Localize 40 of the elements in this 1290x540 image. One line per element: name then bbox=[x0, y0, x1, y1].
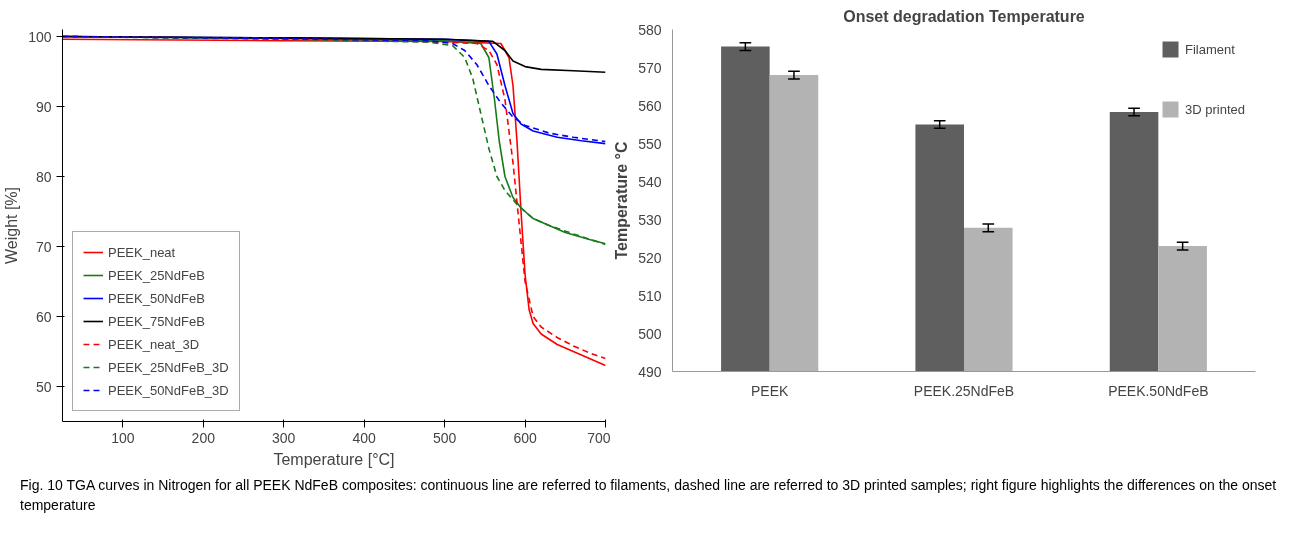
legend-label: PEEK_25NdFeB bbox=[108, 267, 205, 283]
y-tick-label: 500 bbox=[638, 325, 662, 342]
y-tick-label: 540 bbox=[638, 173, 662, 190]
y-tick-label: 530 bbox=[638, 211, 662, 228]
y-tick-label: 570 bbox=[638, 59, 662, 76]
legend-label: PEEK_25NdFeB_3D bbox=[108, 359, 229, 375]
y-tick-label: 510 bbox=[638, 287, 662, 304]
y-tick-label: 90 bbox=[35, 98, 52, 115]
y-tick-label: 50 bbox=[35, 378, 52, 395]
y-tick-label: 560 bbox=[638, 97, 662, 114]
x-tick-label: 100 bbox=[111, 429, 135, 446]
x-tick-label: PEEK bbox=[750, 382, 789, 399]
y-tick-label: 100 bbox=[28, 28, 52, 45]
y-tick-label: 580 bbox=[638, 21, 662, 38]
legend-label: Filament bbox=[1185, 41, 1235, 57]
chart-title: Onset degradation Temperature bbox=[843, 7, 1085, 25]
x-tick-label: 500 bbox=[432, 429, 457, 446]
y-axis-title: Weight [%] bbox=[3, 186, 21, 265]
caption: Fig. 10 TGA curves in Nitrogen for all PEEK NdFeB composites: continuous line are referred to filaments, dashed line are referred to 3D printed samples; right figure highlights the differences on the onset temperature bbox=[20, 476, 1278, 515]
y-axis-title: Temperature °C bbox=[613, 140, 631, 260]
y-tick-label: 80 bbox=[35, 168, 52, 185]
y-tick-label: 490 bbox=[638, 363, 662, 380]
legend-label: PEEK_75NdFeB bbox=[108, 313, 205, 329]
legend-label: 3D printed bbox=[1185, 101, 1245, 117]
x-tick-label: 600 bbox=[513, 429, 537, 446]
x-tick-label: PEEK.25NdFeB bbox=[913, 382, 1015, 399]
y-tick-label: 70 bbox=[35, 238, 52, 255]
x-tick-label: 700 bbox=[587, 429, 611, 446]
y-tick-label: 520 bbox=[638, 249, 662, 266]
y-tick-label: 60 bbox=[35, 308, 52, 325]
x-axis-title: Temperature [°C] bbox=[273, 450, 395, 468]
x-tick-label: 200 bbox=[191, 429, 216, 446]
legend-label: PEEK_neat bbox=[108, 244, 176, 260]
legend-label: PEEK_50NdFeB bbox=[108, 290, 205, 306]
legend-label: PEEK_50NdFeB_3D bbox=[108, 382, 229, 398]
x-tick-label: 400 bbox=[352, 429, 377, 446]
legend-label: PEEK_neat_3D bbox=[108, 336, 200, 352]
y-tick-label: 550 bbox=[638, 135, 662, 152]
x-tick-label: 300 bbox=[272, 429, 296, 446]
x-tick-label: PEEK.50NdFeB bbox=[1108, 382, 1209, 399]
